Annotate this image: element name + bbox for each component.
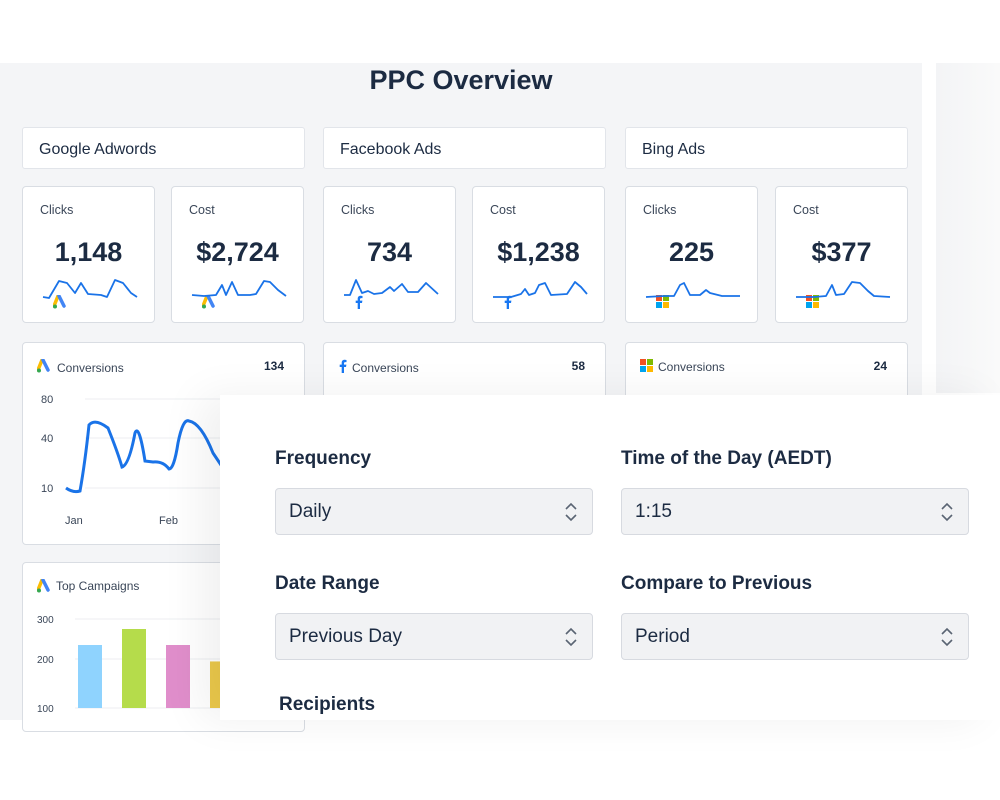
sparkline: [796, 281, 891, 298]
chevron-up-down-icon: [940, 626, 954, 654]
kpi-label: Cost: [793, 203, 819, 217]
y-tick-label: 100: [37, 704, 54, 715]
kpi-value: $2,724: [196, 237, 279, 267]
top-campaigns-label: Top Campaigns: [56, 579, 140, 593]
compare-label: Compare to Previous: [621, 573, 813, 594]
google-ads-icon: [36, 358, 52, 376]
kpi-card-cost[interactable]: Cost $377: [775, 186, 908, 323]
kpi-value: $1,238: [497, 237, 580, 267]
kpi-value: $377: [811, 237, 872, 267]
frequency-select[interactable]: Daily: [275, 488, 593, 535]
frequency-value: Daily: [289, 501, 332, 522]
kpi-label: Clicks: [643, 203, 677, 217]
sparkline: [191, 280, 287, 297]
schedule-report-form: Frequency Daily Time of the Day (AEDT) 1…: [220, 395, 1000, 720]
kpi-card-cost[interactable]: Cost $1,238: [472, 186, 605, 323]
y-tick-label: 10: [41, 483, 53, 495]
side-panel: [936, 63, 1000, 393]
kpi-card-clicks[interactable]: Clicks 734: [323, 186, 456, 323]
y-tick-label: 300: [37, 615, 54, 626]
compare-value: Period: [635, 626, 690, 647]
sparkline: [493, 281, 588, 298]
sparkline: [645, 282, 740, 298]
date-range-value: Previous Day: [289, 626, 402, 647]
kpi-card-cost[interactable]: Cost $2,724: [171, 186, 304, 323]
date-range-label: Date Range: [275, 573, 380, 594]
frequency-label: Frequency: [275, 448, 372, 469]
section-google-adwords: Google Adwords: [22, 127, 305, 169]
conversions-line: [65, 419, 225, 494]
date-range-select[interactable]: Previous Day: [275, 613, 593, 660]
x-tick-label: Feb: [159, 515, 178, 527]
microsoft-icon: [640, 359, 653, 375]
y-tick-label: 40: [41, 433, 53, 445]
section-facebook-ads: Facebook Ads: [323, 127, 606, 169]
bar: [166, 645, 190, 708]
chevron-up-down-icon: [564, 501, 578, 529]
google-ads-icon: [36, 578, 51, 593]
kpi-label: Cost: [490, 203, 516, 217]
conversions-label: Conversions: [57, 360, 124, 375]
time-value: 1:15: [635, 501, 672, 522]
compare-select[interactable]: Period: [621, 613, 969, 660]
kpi-value: 1,148: [54, 237, 123, 267]
bar: [78, 645, 102, 708]
conversions-value: 134: [263, 359, 284, 373]
chevron-up-down-icon: [940, 501, 954, 529]
conversions-label: Conversions: [352, 360, 419, 375]
x-tick-label: Jan: [65, 515, 83, 527]
conversions-value: 24: [873, 359, 887, 373]
time-select[interactable]: 1:15: [621, 488, 969, 535]
conversions-value: 58: [571, 359, 585, 373]
time-label: Time of the Day (AEDT): [621, 448, 832, 469]
kpi-value: 734: [366, 237, 413, 267]
sparkline: [42, 279, 138, 299]
kpi-label: Clicks: [341, 203, 375, 217]
y-tick-label: 80: [41, 394, 53, 406]
kpi-label: Cost: [189, 203, 215, 217]
facebook-icon: [338, 359, 347, 376]
kpi-value: 225: [668, 237, 715, 267]
page-title: PPC Overview: [369, 65, 553, 95]
y-tick-label: 200: [37, 655, 54, 666]
recipients-label: Recipients: [279, 694, 376, 715]
sparkline: [344, 279, 439, 296]
chevron-up-down-icon: [564, 626, 578, 654]
kpi-card-clicks[interactable]: Clicks 225: [625, 186, 758, 323]
section-bing-ads: Bing Ads: [625, 127, 908, 169]
conversions-label: Conversions: [658, 360, 725, 374]
bar: [122, 629, 146, 708]
kpi-card-clicks[interactable]: Clicks 1,148: [22, 186, 155, 323]
kpi-label: Clicks: [40, 203, 74, 217]
